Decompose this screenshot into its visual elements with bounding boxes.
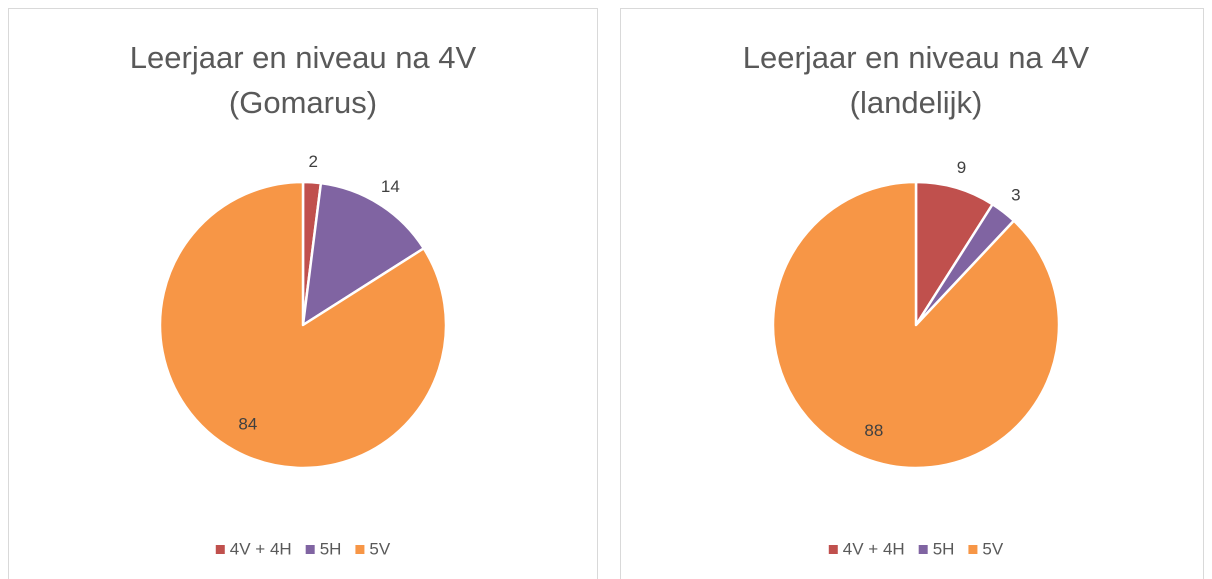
chart-title: Leerjaar en niveau na 4V: [130, 40, 477, 75]
pie-slice: [158, 180, 448, 470]
legend-label: 5H: [933, 539, 955, 558]
legend-swatch: [968, 545, 978, 554]
chart-subtitle: (landelijk): [850, 85, 983, 120]
legend-swatch: [828, 545, 838, 554]
legend-label: 4V + 4H: [843, 539, 905, 558]
pie-slice: [301, 181, 425, 327]
pie-slice: [914, 180, 994, 327]
pie-slice: [771, 180, 1061, 470]
legend-label: 4V + 4H: [230, 539, 292, 558]
data-label: 2: [309, 152, 318, 171]
data-label: 84: [238, 415, 257, 434]
legend-label: 5H: [320, 539, 342, 558]
chart-title: Leerjaar en niveau na 4V: [743, 40, 1090, 75]
data-label: 3: [1011, 186, 1020, 205]
data-label: 88: [864, 421, 883, 440]
legend-swatch: [215, 545, 225, 554]
data-label: 14: [381, 177, 400, 196]
legend-swatch: [355, 545, 365, 554]
legend-label: 5V: [982, 539, 1003, 558]
legend-label: 5V: [369, 539, 390, 558]
legend-swatch: [918, 545, 928, 554]
data-label: 9: [957, 158, 966, 177]
chart-subtitle: (Gomarus): [229, 85, 377, 120]
legend-swatch: [305, 545, 315, 554]
